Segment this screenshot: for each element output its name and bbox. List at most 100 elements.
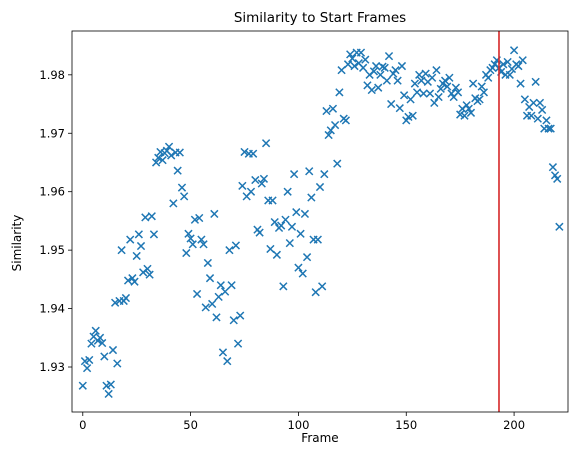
data-point bbox=[203, 258, 212, 268]
data-point bbox=[542, 116, 551, 125]
data-point bbox=[328, 104, 338, 113]
data-point bbox=[268, 196, 277, 205]
data-point bbox=[136, 241, 146, 251]
data-point bbox=[468, 79, 478, 88]
y-axis-label: Similarity bbox=[10, 215, 24, 272]
chart-title: Similarity to Start Frames bbox=[234, 10, 406, 26]
data-point bbox=[169, 199, 178, 208]
data-point bbox=[100, 352, 109, 361]
data-point bbox=[477, 82, 486, 91]
data-point bbox=[285, 238, 294, 248]
x-tick-label: 100 bbox=[287, 418, 309, 432]
data-point bbox=[479, 88, 489, 97]
data-point bbox=[322, 106, 331, 116]
x-tick-label: 150 bbox=[395, 418, 417, 432]
data-point bbox=[210, 209, 219, 219]
data-point bbox=[104, 389, 113, 399]
data-point bbox=[186, 234, 195, 243]
data-point bbox=[216, 281, 225, 290]
axes-frame bbox=[71, 30, 569, 413]
data-point bbox=[223, 357, 232, 366]
data-point bbox=[393, 76, 402, 85]
data-point bbox=[95, 333, 105, 342]
x-axis-ticks: 0 50 100 150 200 bbox=[79, 412, 525, 432]
data-point bbox=[546, 124, 555, 133]
data-point bbox=[527, 111, 536, 120]
data-point bbox=[175, 148, 184, 157]
x-tick-label: 200 bbox=[503, 418, 525, 432]
data-point bbox=[184, 229, 193, 238]
data-point bbox=[307, 193, 316, 202]
data-point bbox=[518, 56, 527, 65]
data-point bbox=[123, 276, 133, 285]
data-point bbox=[335, 88, 344, 97]
data-point bbox=[428, 73, 437, 82]
data-point bbox=[520, 95, 530, 104]
data-point bbox=[419, 89, 428, 98]
data-point bbox=[535, 98, 545, 108]
data-point bbox=[440, 76, 450, 85]
data-point bbox=[330, 120, 340, 130]
data-point bbox=[443, 82, 452, 91]
data-point bbox=[509, 46, 519, 55]
data-point bbox=[141, 213, 150, 222]
data-point bbox=[531, 77, 540, 86]
data-point bbox=[544, 124, 553, 133]
data-point bbox=[292, 208, 301, 217]
data-point bbox=[78, 381, 87, 390]
data-point bbox=[453, 88, 463, 97]
data-point bbox=[145, 270, 154, 279]
data-point bbox=[287, 222, 297, 231]
y-axis-ticks: 1.93 1.94 1.95 1.96 1.97 1.98 bbox=[39, 68, 72, 374]
data-point bbox=[555, 222, 564, 231]
data-point bbox=[445, 73, 454, 82]
data-point bbox=[432, 66, 441, 75]
data-point bbox=[367, 85, 376, 95]
data-point bbox=[395, 104, 404, 113]
data-point bbox=[266, 244, 275, 254]
data-point bbox=[289, 170, 299, 179]
y-tick-label: 1.98 bbox=[39, 68, 65, 82]
data-point bbox=[369, 67, 379, 76]
data-point bbox=[246, 187, 256, 196]
data-point bbox=[298, 269, 307, 278]
data-point bbox=[451, 83, 460, 92]
data-point bbox=[296, 229, 305, 238]
data-point bbox=[110, 298, 120, 307]
data-point bbox=[154, 153, 163, 162]
y-tick-label: 1.95 bbox=[39, 243, 65, 257]
data-point bbox=[358, 63, 368, 72]
data-point bbox=[212, 313, 221, 322]
data-point bbox=[270, 217, 279, 227]
data-point bbox=[192, 289, 202, 299]
data-point bbox=[399, 91, 409, 100]
data-point bbox=[91, 326, 100, 335]
data-point bbox=[397, 61, 407, 71]
data-point bbox=[311, 288, 320, 297]
data-point bbox=[231, 241, 241, 250]
data-point bbox=[208, 299, 217, 309]
data-point bbox=[238, 181, 247, 190]
data-point bbox=[130, 277, 139, 286]
data-point bbox=[387, 99, 396, 109]
data-point bbox=[333, 159, 342, 168]
data-point bbox=[434, 92, 443, 102]
data-point bbox=[188, 240, 197, 249]
data-point bbox=[484, 73, 493, 82]
data-point bbox=[436, 84, 445, 93]
data-point bbox=[408, 111, 417, 120]
data-point bbox=[220, 287, 230, 296]
data-point bbox=[121, 293, 131, 303]
data-point bbox=[180, 192, 189, 201]
data-point bbox=[503, 57, 512, 67]
data-point bbox=[384, 51, 394, 61]
data-point bbox=[279, 282, 288, 291]
data-point bbox=[149, 230, 159, 239]
data-point bbox=[106, 380, 115, 389]
data-point bbox=[505, 70, 514, 79]
data-point bbox=[315, 182, 325, 192]
data-point bbox=[283, 187, 292, 196]
scatter-series bbox=[78, 46, 564, 399]
data-point bbox=[167, 151, 176, 160]
